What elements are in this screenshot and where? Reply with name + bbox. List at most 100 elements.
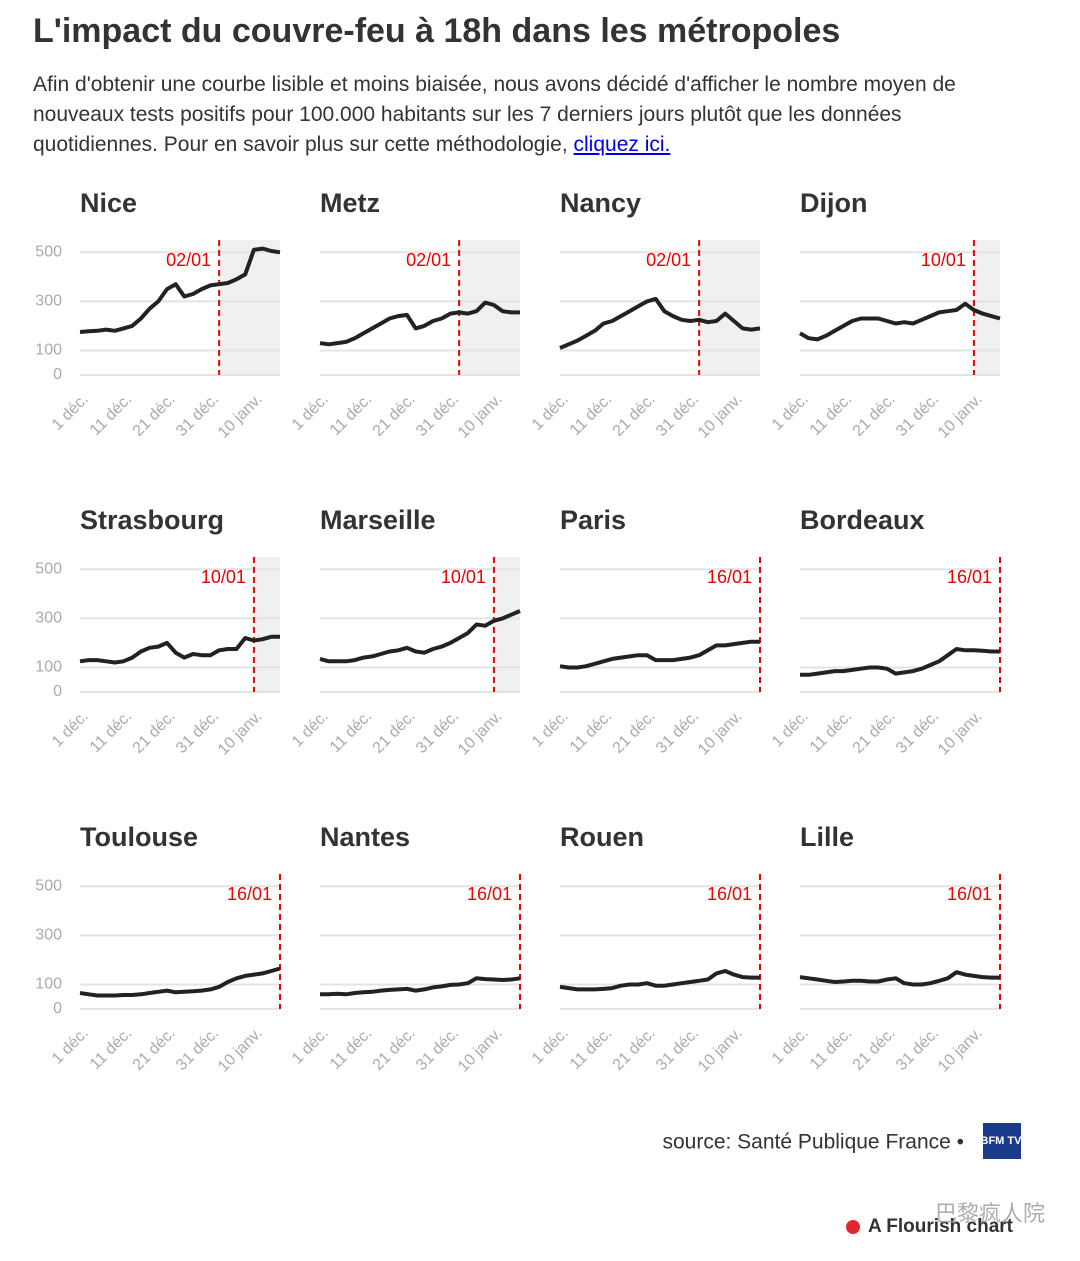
x-tick-label: 1 déc. (49, 1025, 92, 1068)
annotation: 10/01 (441, 567, 486, 587)
line (559, 969, 760, 992)
line (559, 639, 760, 670)
line (320, 976, 521, 997)
x-tick-label: 31 déc. (173, 1025, 222, 1074)
x-tick-label: 31 déc. (413, 1025, 462, 1074)
flourish-icon (846, 1220, 860, 1234)
panel-title: Nancy (560, 188, 641, 218)
curfew-shade (493, 557, 520, 692)
x-tick-label: 21 déc. (610, 1025, 659, 1074)
x-tick-label: 21 déc. (850, 708, 899, 757)
x-tick-label: 1 déc. (769, 391, 812, 434)
x-tick-label: 10 janv. (695, 1025, 746, 1076)
description: Afin d'obtenir une courbe lisible et moi… (33, 70, 1023, 160)
x-tick-label: 31 déc. (893, 391, 942, 440)
panel-title: Bordeaux (800, 505, 925, 535)
x-tick-label: 21 déc. (130, 391, 179, 440)
x-tick-label: 31 déc. (173, 391, 222, 440)
panel-title: Marseille (320, 505, 436, 535)
line (319, 300, 520, 347)
y-tick-label: 0 (53, 1000, 62, 1017)
link[interactable]: cliquez ici. (573, 133, 671, 156)
x-tick-label: 31 déc. (413, 391, 462, 440)
x-tick-label: 31 déc. (653, 1025, 702, 1074)
x-tick-label: 10 janv. (215, 708, 266, 759)
x-tick-label: 31 déc. (173, 708, 222, 757)
page-title: L'impact du couvre-feu à 18h dans les mé… (33, 12, 841, 50)
annotation: 16/01 (707, 884, 752, 904)
x-tick-label: 11 déc. (87, 391, 135, 439)
annotation: 02/01 (166, 250, 211, 270)
line (79, 966, 281, 998)
x-tick-label: 21 déc. (370, 391, 419, 440)
x-tick-label: 10 janv. (455, 1025, 506, 1076)
y-tick-label: 100 (35, 659, 62, 676)
x-tick-label: 10 janv. (695, 391, 746, 442)
x-tick-label: 31 déc. (893, 1025, 942, 1074)
x-tick-label: 10 janv. (935, 1025, 986, 1076)
x-tick-label: 21 déc. (130, 708, 179, 757)
panel-title: Metz (320, 188, 380, 218)
y-tick-label: 100 (35, 342, 62, 359)
x-tick-label: 1 déc. (769, 1025, 812, 1068)
panel-title: Strasbourg (80, 505, 224, 535)
panel-title: Rouen (560, 822, 644, 852)
curfew-shade (973, 240, 1000, 375)
x-tick-label: 10 janv. (455, 391, 506, 442)
line (319, 609, 521, 664)
y-tick-label: 500 (35, 560, 62, 577)
x-tick-label: 21 déc. (850, 391, 899, 440)
panel-title: Dijon (800, 188, 868, 218)
annotation: 16/01 (707, 567, 752, 587)
y-tick-label: 0 (53, 366, 62, 383)
curfew-shade (459, 240, 520, 375)
panel-title: Nice (80, 188, 137, 218)
x-tick-label: 10 janv. (935, 708, 986, 759)
x-tick-label: 31 déc. (653, 391, 702, 440)
x-tick-label: 31 déc. (413, 708, 462, 757)
x-tick-label: 11 déc. (567, 708, 615, 756)
panel-title: Toulouse (80, 822, 198, 852)
x-tick-label: 11 déc. (807, 708, 855, 756)
y-tick-label: 300 (35, 610, 62, 627)
x-tick-label: 11 déc. (87, 1025, 135, 1073)
annotation: 16/01 (227, 884, 272, 904)
x-tick-label: 1 déc. (49, 708, 92, 751)
panel-title: Nantes (320, 822, 410, 852)
y-tick-label: 0 (53, 683, 62, 700)
description-text: Afin d'obtenir une courbe lisible et moi… (33, 73, 956, 156)
line (799, 970, 1000, 987)
y-tick-label: 300 (35, 293, 62, 310)
x-tick-label: 1 déc. (289, 391, 332, 434)
line (79, 634, 280, 665)
panel-title: Paris (560, 505, 626, 535)
line (79, 246, 281, 334)
x-tick-label: 10 janv. (935, 391, 986, 442)
x-tick-label: 11 déc. (807, 391, 855, 439)
x-tick-label: 1 déc. (769, 708, 812, 751)
watermark: 巴黎疯人院 (935, 1201, 1045, 1226)
x-tick-label: 10 janv. (455, 708, 506, 759)
annotation: 16/01 (947, 567, 992, 587)
annotation: 16/01 (947, 884, 992, 904)
x-tick-label: 11 déc. (327, 708, 375, 756)
panel-title: Lille (800, 822, 854, 852)
x-tick-label: 21 déc. (370, 1025, 419, 1074)
x-tick-label: 1 déc. (289, 708, 332, 751)
line (799, 301, 1001, 342)
x-tick-label: 21 déc. (370, 708, 419, 757)
line (559, 296, 761, 350)
x-tick-label: 11 déc. (807, 1025, 855, 1073)
y-tick-label: 100 (35, 976, 62, 993)
x-tick-label: 21 déc. (850, 1025, 899, 1074)
x-tick-label: 1 déc. (289, 1025, 332, 1068)
x-tick-label: 10 janv. (215, 1025, 266, 1076)
y-tick-label: 500 (35, 877, 62, 894)
annotation: 02/01 (646, 250, 691, 270)
curfew-shade (699, 240, 760, 375)
x-tick-label: 21 déc. (130, 1025, 179, 1074)
x-tick-label: 10 janv. (215, 391, 266, 442)
credit: A Flourish chart (868, 1216, 1014, 1237)
